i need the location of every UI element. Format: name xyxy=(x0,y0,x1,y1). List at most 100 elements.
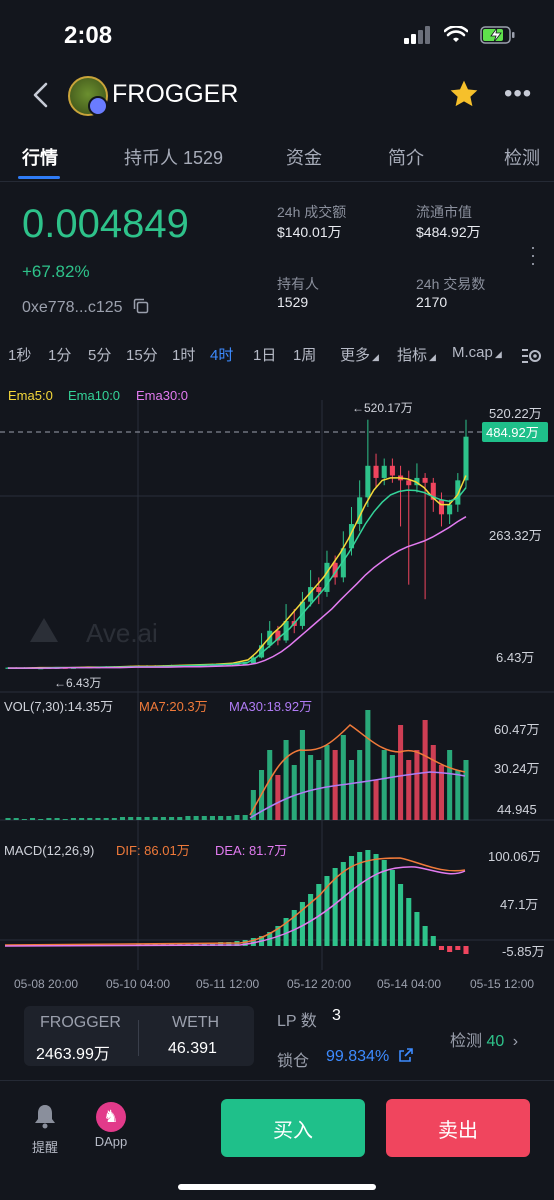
volume-bar xyxy=(169,817,175,820)
sell-button[interactable]: 卖出 xyxy=(386,1099,530,1157)
volume-bar xyxy=(160,817,166,820)
tab-funds[interactable]: 资金 xyxy=(286,148,322,168)
mcap-toggle[interactable]: M.cap ◢ xyxy=(452,344,502,361)
stats-more-icon[interactable]: · · · xyxy=(530,237,536,273)
macd-bar xyxy=(226,942,232,946)
volume-bar xyxy=(62,819,68,820)
timeframe-1m[interactable]: 1分 xyxy=(48,347,72,364)
timeframe-1w[interactable]: 1周 xyxy=(293,347,317,364)
volume-bar xyxy=(250,790,256,820)
volume-bars xyxy=(5,710,469,820)
timeframe-5m[interactable]: 5分 xyxy=(88,347,112,364)
candle-body xyxy=(414,477,420,486)
date-tick: 05-11 12:00 xyxy=(196,977,259,991)
lock-label: 锁仓 xyxy=(277,1053,310,1070)
contract-address[interactable]: 0xe778...c125 xyxy=(22,298,149,317)
price-chart[interactable]: Ave.ai Ema5:0 Ema10:0 Ema30:0 484.92万 52… xyxy=(0,380,554,1000)
volume-bar xyxy=(21,819,27,820)
dif-legend: DIF: 86.01万 xyxy=(116,843,190,858)
chart-settings-icon[interactable] xyxy=(522,346,544,366)
macd-bar xyxy=(291,910,297,946)
macd-bar xyxy=(373,854,379,946)
volume-bar xyxy=(242,815,248,820)
token-name: FROGGER xyxy=(112,80,239,108)
volume-bar xyxy=(46,818,52,820)
candle-body xyxy=(389,465,395,476)
nav-alert-label: 提醒 xyxy=(31,1140,58,1155)
check-value: 40 xyxy=(486,1033,505,1050)
ema30-legend: Ema30:0 xyxy=(136,388,188,403)
ema5-line xyxy=(8,475,467,669)
timeframe-bar: 1秒 1分 5分 15分 1时 4时 1日 1周 更多 ◢ 指标 ◢ M.cap ◢ xyxy=(0,344,554,370)
dapp-unicorn-icon: ♞ xyxy=(96,1102,126,1132)
volume-bar xyxy=(226,816,232,820)
volume-bar xyxy=(365,710,371,820)
tab-market[interactable]: 行情 xyxy=(22,148,58,168)
cellular-signal-icon xyxy=(404,26,430,44)
macd-bar xyxy=(406,898,412,946)
volume-bar xyxy=(234,815,240,820)
vol-axis-mid: 30.24万 xyxy=(494,761,540,776)
tab-info[interactable]: 简介 xyxy=(388,148,424,168)
volume-bar xyxy=(438,765,444,820)
macd-bar xyxy=(340,862,346,946)
market-cap-label: 流通市值 xyxy=(416,204,472,220)
volume-bar xyxy=(447,750,453,820)
tab-check[interactable]: 检测 xyxy=(504,148,540,168)
buy-button[interactable]: 买入 xyxy=(221,1099,365,1157)
tab-holders[interactable]: 持币人 1529 xyxy=(124,148,224,168)
back-button[interactable] xyxy=(26,78,56,112)
timeframe-1h[interactable]: 1时 xyxy=(172,347,196,364)
price-axis-mid: 263.32万 xyxy=(489,528,542,543)
volume-bar xyxy=(463,760,469,820)
macd-bar xyxy=(218,942,224,946)
candle-body xyxy=(332,562,338,578)
volume-bar xyxy=(455,770,461,820)
macd-axis-mid: 47.1万 xyxy=(500,897,538,912)
macd-bar xyxy=(365,850,371,946)
volume-bar xyxy=(291,765,297,820)
copy-icon[interactable] xyxy=(133,298,149,314)
lp-count-label: LP 数 xyxy=(277,1013,317,1030)
candle-body xyxy=(422,477,428,483)
nav-dapp[interactable]: ♞ DApp xyxy=(90,1102,132,1149)
ema-lines xyxy=(8,475,467,669)
macd-bar xyxy=(438,946,444,950)
nav-alert[interactable]: 提醒 xyxy=(28,1102,62,1156)
timeframe-more[interactable]: 更多 ◢ xyxy=(340,344,379,365)
macd-legend: MACD(12,26,9) xyxy=(4,843,94,858)
divider xyxy=(0,1080,554,1081)
timeframe-1d[interactable]: 1日 xyxy=(253,347,277,364)
volume-bar xyxy=(414,750,420,820)
timeframe-4h[interactable]: 4时 xyxy=(210,347,234,364)
vol-axis-low: 44.945 xyxy=(497,802,537,817)
timeframe-1s[interactable]: 1秒 xyxy=(8,347,32,364)
macd-histogram xyxy=(5,850,469,954)
indicator-menu[interactable]: 指标 ◢ xyxy=(397,344,436,365)
volume-bar xyxy=(381,750,387,820)
external-link-icon xyxy=(398,1048,413,1062)
volume-bar xyxy=(128,817,134,820)
dropdown-caret-icon: ◢ xyxy=(372,352,379,362)
macd-bar xyxy=(283,918,289,946)
candle-body xyxy=(259,645,265,658)
macd-bar xyxy=(357,852,363,946)
volume-bar xyxy=(136,817,142,820)
more-options-icon[interactable]: ••• xyxy=(504,80,533,107)
pair-quote-value: 46.391 xyxy=(168,1040,217,1057)
tx-count-label: 24h 交易数 xyxy=(416,276,486,292)
lock-link[interactable]: 99.834% xyxy=(326,1047,414,1066)
timeframe-15m[interactable]: 15分 xyxy=(126,347,158,364)
volume-bar xyxy=(185,816,191,820)
check-score-link[interactable]: 检测 40 › xyxy=(450,1027,518,1051)
price-axis-high: 520.22万 xyxy=(489,406,542,421)
macd-bar xyxy=(414,912,420,946)
candle-body xyxy=(438,499,444,515)
home-indicator xyxy=(178,1184,376,1190)
favorite-star-icon[interactable] xyxy=(448,78,480,110)
mcap-toggle-label: M.cap xyxy=(452,344,493,361)
pair-base-label: FROGGER xyxy=(40,1014,121,1031)
candle-body xyxy=(430,482,436,500)
ma7-legend: MA7:20.3万 xyxy=(139,699,208,714)
status-time: 2:08 xyxy=(64,22,113,49)
